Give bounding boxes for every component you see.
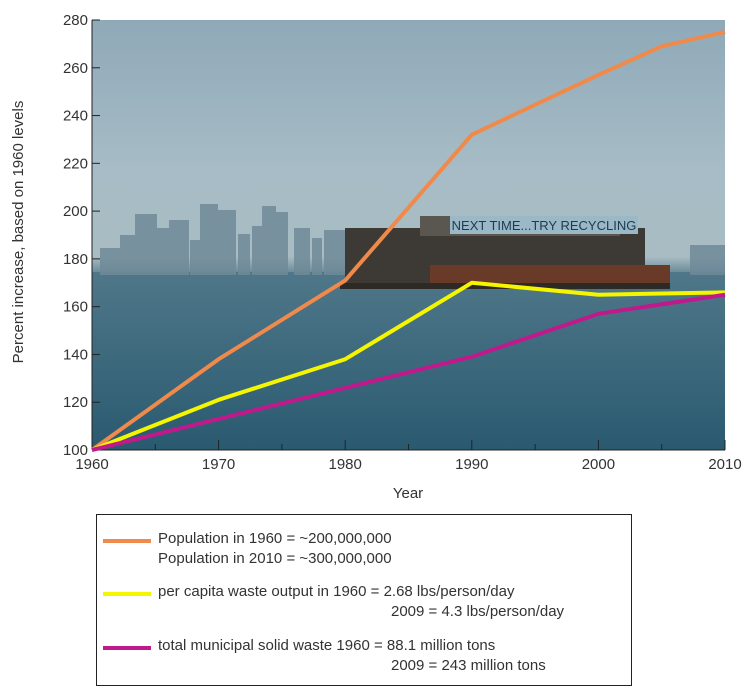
y-tick-label: 260 xyxy=(63,60,88,77)
y-tick-label: 220 xyxy=(63,155,88,172)
legend-label-municipal-solid-waste-1: total municipal solid waste 1960 = 88.1 … xyxy=(158,637,496,654)
legend-label-population-2: Population in 2010 = ~300,000,000 xyxy=(158,550,392,567)
y-tick-label: 180 xyxy=(63,251,88,268)
series-lines xyxy=(90,29,726,452)
legend-swatch-per-capita-waste xyxy=(103,592,151,596)
y-tick-label: 140 xyxy=(63,346,88,363)
barge-banner-text: NEXT TIME...TRY RECYCLING xyxy=(452,218,637,233)
x-tick-label: 1990 xyxy=(455,456,488,473)
series-line-municipal-solid-waste xyxy=(91,292,726,452)
city-skyline xyxy=(100,204,725,275)
y-tick-label: 200 xyxy=(63,203,88,220)
y-tick-label: 280 xyxy=(63,12,88,29)
y-tick-label: 240 xyxy=(63,108,88,125)
legend-label-population-1: Population in 1960 = ~200,000,000 xyxy=(158,530,392,547)
x-tick-label: 1970 xyxy=(202,456,235,473)
legend-swatch-population xyxy=(103,539,151,543)
x-tick-label: 1960 xyxy=(75,456,108,473)
legend-label-per-capita-waste-1: per capita waste output in 1960 = 2.68 l… xyxy=(158,583,515,600)
x-tick-label: 1980 xyxy=(329,456,362,473)
x-axis-ticks: 1960 1970 1980 1990 2000 2010 xyxy=(75,440,742,473)
y-tick-label: 100 xyxy=(63,442,88,459)
legend-label-municipal-solid-waste-2: 2009 = 243 million tons xyxy=(391,657,546,674)
series-line-population xyxy=(90,29,726,452)
legend-label-per-capita-waste-2: 2009 = 4.3 lbs/person/day xyxy=(391,603,565,620)
x-tick-label: 2010 xyxy=(708,456,741,473)
legend-swatch-municipal-solid-waste xyxy=(103,646,151,650)
x-tick-label: 2000 xyxy=(582,456,615,473)
y-axis-ticks: 100 120 140 160 180 200 220 240 260 280 xyxy=(63,12,100,459)
y-tick-label: 160 xyxy=(63,299,88,316)
chart: NEXT TIME...TRY RECYCLING 100 120 140 160 18… xyxy=(10,12,742,502)
legend: Population in 1960 = ~200,000,000 Popula… xyxy=(96,514,632,686)
y-tick-label: 120 xyxy=(63,394,88,411)
y-axis-title: Percent increase, based on 1960 levels xyxy=(10,101,27,364)
background-photo: NEXT TIME...TRY RECYCLING xyxy=(92,20,725,450)
series-line-per-capita-waste xyxy=(91,280,726,452)
x-axis-title: Year xyxy=(393,485,423,502)
